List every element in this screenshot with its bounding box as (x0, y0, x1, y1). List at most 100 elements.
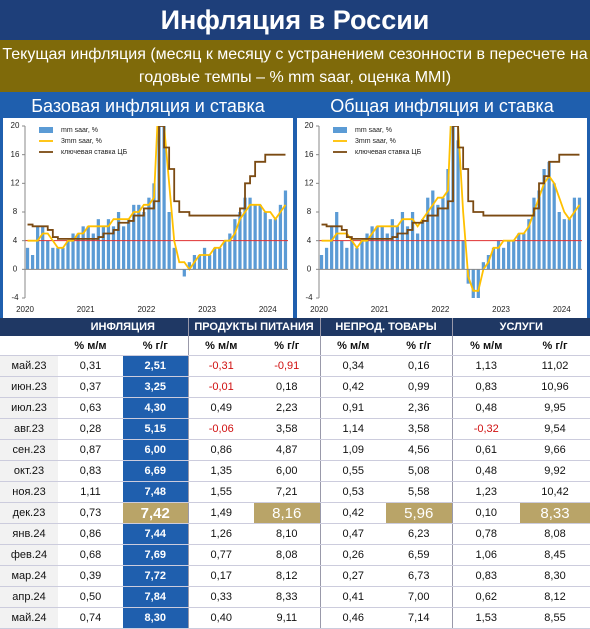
row-label: авг.23 (0, 418, 58, 440)
cell: 0,62 (451, 586, 521, 608)
rate-line (321, 126, 580, 240)
y-tick-label: 12 (11, 178, 20, 187)
bar (162, 126, 166, 270)
bar (111, 226, 116, 270)
x-tick-label: 2022 (431, 305, 449, 314)
bar (431, 190, 435, 270)
cell: 9,66 (520, 439, 590, 461)
cell: 0,26 (319, 544, 387, 566)
cell: -0,01 (187, 376, 255, 398)
cell: 6,00 (123, 439, 189, 461)
y-tick-label: 20 (11, 121, 20, 130)
bar (76, 233, 80, 270)
cell: 8,33 (520, 502, 590, 524)
legend-label: 3mm saar, % (355, 138, 396, 145)
bar (390, 219, 394, 270)
cell: 8,12 (520, 586, 590, 608)
cell: 1,09 (319, 439, 387, 461)
cell: 0,18 (254, 376, 321, 398)
cell: 2,36 (386, 397, 453, 419)
row-label: июл.23 (0, 397, 58, 419)
cell: 0,53 (319, 481, 387, 503)
row-label: сен.23 (0, 439, 58, 461)
bar (51, 247, 55, 270)
column-header: % г/г (254, 336, 321, 356)
column-header: % м/м (319, 336, 387, 356)
y-tick-label: 4 (13, 236, 18, 245)
bar (365, 233, 369, 270)
bar (71, 233, 75, 270)
cell: 3,25 (123, 376, 189, 398)
cell: 3,58 (254, 418, 321, 440)
subtitle: Текущая инфляция (месяц к месяцу с устра… (0, 40, 590, 92)
cell: 10,42 (520, 481, 590, 503)
bar (248, 197, 252, 270)
x-tick-label: 2023 (492, 305, 510, 314)
bar (152, 183, 156, 270)
cell: 0,61 (451, 439, 521, 461)
bar (446, 169, 450, 270)
table-row: июл.23 0,63 4,30 0,49 2,23 0,91 2,36 0,48 9,95 (0, 397, 590, 419)
bar (527, 219, 531, 270)
rate-line (27, 126, 286, 240)
y-tick-label: 16 (11, 150, 20, 159)
cell: 0,34 (319, 355, 387, 377)
bar (421, 219, 425, 270)
bar (537, 190, 541, 270)
cell: -0,06 (187, 418, 255, 440)
cell: 8,33 (254, 586, 321, 608)
cell: 4,56 (386, 439, 453, 461)
cell: 0,78 (451, 523, 521, 545)
table-row: авг.23 0,28 5,15 -0,06 3,58 1,14 3,58 -0,32 9,54 (0, 418, 590, 440)
cell: 0,28 (58, 418, 123, 440)
cell: 3,58 (386, 418, 453, 440)
cell: 1,35 (187, 460, 255, 482)
cell: 0,99 (386, 376, 453, 398)
cell: 9,11 (254, 607, 321, 629)
bar (61, 247, 65, 270)
bar (375, 226, 379, 270)
cell: 8,08 (254, 544, 321, 566)
bar (345, 247, 349, 270)
x-tick-label: 2024 (259, 305, 277, 314)
cell: 10,96 (520, 376, 590, 398)
cell: 1,14 (319, 418, 387, 440)
bar (218, 247, 222, 270)
bar (491, 247, 496, 270)
cell: 9,54 (520, 418, 590, 440)
column-header: % м/м (58, 336, 123, 356)
bar (268, 219, 272, 270)
bar (517, 233, 521, 270)
table-row: ноя.23 1,11 7,48 1,55 7,21 0,53 5,58 1,23 10,42 (0, 481, 590, 503)
bar (101, 226, 106, 270)
table-row: окт.23 0,83 6,69 1,35 6,00 0,55 5,08 0,48 9,92 (0, 460, 590, 482)
bar (471, 269, 475, 298)
table-row: сен.23 0,87 6,00 0,86 4,87 1,09 4,56 0,61 9,66 (0, 439, 590, 461)
cell: 0,39 (58, 565, 123, 587)
cell: 0,37 (58, 376, 123, 398)
x-tick-label: 2021 (77, 305, 95, 314)
table-row: мар.24 0,39 7,72 0,17 8,12 0,27 6,73 0,83 8,30 (0, 565, 590, 587)
bar (481, 262, 485, 270)
cell: 0,87 (58, 439, 123, 461)
chart-title: Базовая инфляция и ставка (31, 96, 265, 116)
cell: 0,42 (319, 502, 387, 524)
bar (197, 255, 202, 270)
bar (496, 240, 501, 270)
cell: 7,42 (123, 502, 189, 524)
bar (273, 219, 277, 270)
cell: 0,17 (187, 565, 255, 587)
y-tick-label: 8 (13, 207, 18, 216)
cell: 0,91 (319, 397, 387, 419)
bar (228, 233, 232, 270)
table-row: май.24 0,74 8,30 0,40 9,11 0,46 7,14 1,53 8,55 (0, 607, 590, 629)
row-label: май.23 (0, 355, 58, 377)
column-header: % г/г (386, 336, 453, 356)
x-tick-label: 2024 (553, 305, 571, 314)
cell: 8,08 (520, 523, 590, 545)
bar (213, 247, 217, 270)
cell: 9,95 (520, 397, 590, 419)
bar (360, 240, 364, 270)
